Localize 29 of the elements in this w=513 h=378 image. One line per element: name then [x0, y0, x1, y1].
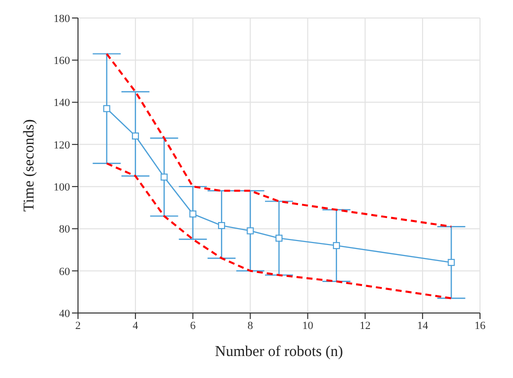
x-tick-label: 14	[417, 320, 429, 332]
point	[332, 242, 340, 250]
line-series	[106, 52, 452, 228]
x-tick-label: 10	[302, 320, 314, 332]
y-axis-title: Time (seconds)	[21, 119, 38, 212]
x-tick-label: 8	[248, 320, 254, 332]
y-tick-label: 120	[54, 139, 70, 152]
x-tick-label: 12	[360, 320, 371, 332]
x-tick-label: 4	[132, 320, 139, 332]
y-tick-label: 100	[54, 181, 70, 194]
x-axis-title: Number of robots (n)	[215, 344, 343, 360]
point	[189, 210, 196, 218]
point	[103, 105, 110, 112]
line-series	[106, 162, 452, 300]
x-tick-label: 16	[474, 320, 486, 332]
y-tick-label: 80	[59, 224, 70, 236]
y-tick-label: 40	[59, 308, 70, 320]
y-tick-label: 160	[54, 55, 70, 68]
y-tick-label: 60	[59, 266, 70, 278]
point	[246, 227, 254, 234]
point	[276, 234, 282, 242]
y-tick-label: 180	[54, 12, 70, 25]
point	[218, 222, 226, 230]
point	[132, 132, 139, 140]
point	[160, 174, 168, 181]
x-tick-label: 2	[75, 320, 81, 332]
y-tick-label: 140	[54, 97, 70, 110]
x-tick-label: 6	[190, 320, 196, 332]
point	[448, 258, 455, 266]
